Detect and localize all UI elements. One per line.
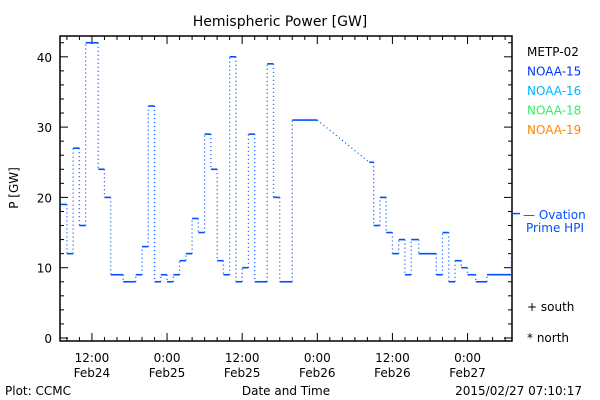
x-tick-date-label: Feb25: [224, 366, 261, 380]
y-tick-label: 30: [37, 121, 52, 135]
y-axis: 0 10 20 30 40: [37, 42, 512, 346]
gap-connector: [316, 119, 370, 163]
legend: METP-02 NOAA-15 NOAA-16 NOAA-18 NOAA-19: [527, 45, 581, 137]
x-axis: 12:00Feb240:00Feb2512:00Feb250:00Feb2612…: [66, 36, 506, 380]
x-tick-date-label: Feb25: [149, 366, 186, 380]
north-marker-label: * north: [527, 331, 569, 345]
y-tick-label: 20: [37, 191, 52, 205]
legend-entry-noaa-19: NOAA-19: [527, 123, 581, 137]
x-tick-time-label: 0:00: [454, 351, 481, 365]
x-axis-label: Date and Time: [242, 384, 330, 398]
x-tick-date-label: Feb27: [449, 366, 486, 380]
plot-frame: [59, 35, 513, 342]
legend-entry-metp-02: METP-02: [527, 45, 579, 59]
series-noaa-15: [60, 41, 513, 283]
y-axis-label: P [GW]: [7, 167, 21, 209]
y-tick-label: 0: [44, 332, 52, 346]
south-marker-label: + south: [527, 300, 574, 314]
chart-title: Hemispheric Power [GW]: [193, 14, 368, 30]
x-tick-time-label: 12:00: [75, 351, 110, 365]
x-tick-time-label: 12:00: [375, 351, 410, 365]
x-tick-time-label: 0:00: [154, 351, 181, 365]
x-tick-date-label: Feb26: [299, 366, 336, 380]
legend-entry-noaa-18: NOAA-18: [527, 104, 581, 118]
footer-right: 2015/02/27 07:10:17: [455, 384, 582, 398]
legend-entry-noaa-16: NOAA-16: [527, 84, 581, 98]
footer-left: Plot: CCMC: [5, 384, 71, 398]
x-tick-time-label: 0:00: [304, 351, 331, 365]
ovation-label-1: — Ovation: [523, 208, 586, 222]
y-tick-label: 40: [37, 51, 52, 65]
x-tick-time-label: 12:00: [225, 351, 260, 365]
x-tick-date-label: Feb24: [74, 366, 111, 380]
legend-entry-noaa-15: NOAA-15: [527, 65, 581, 79]
y-tick-label: 10: [37, 262, 52, 276]
ovation-label-2: Prime HPI: [526, 221, 584, 235]
x-tick-date-label: Feb26: [374, 366, 411, 380]
